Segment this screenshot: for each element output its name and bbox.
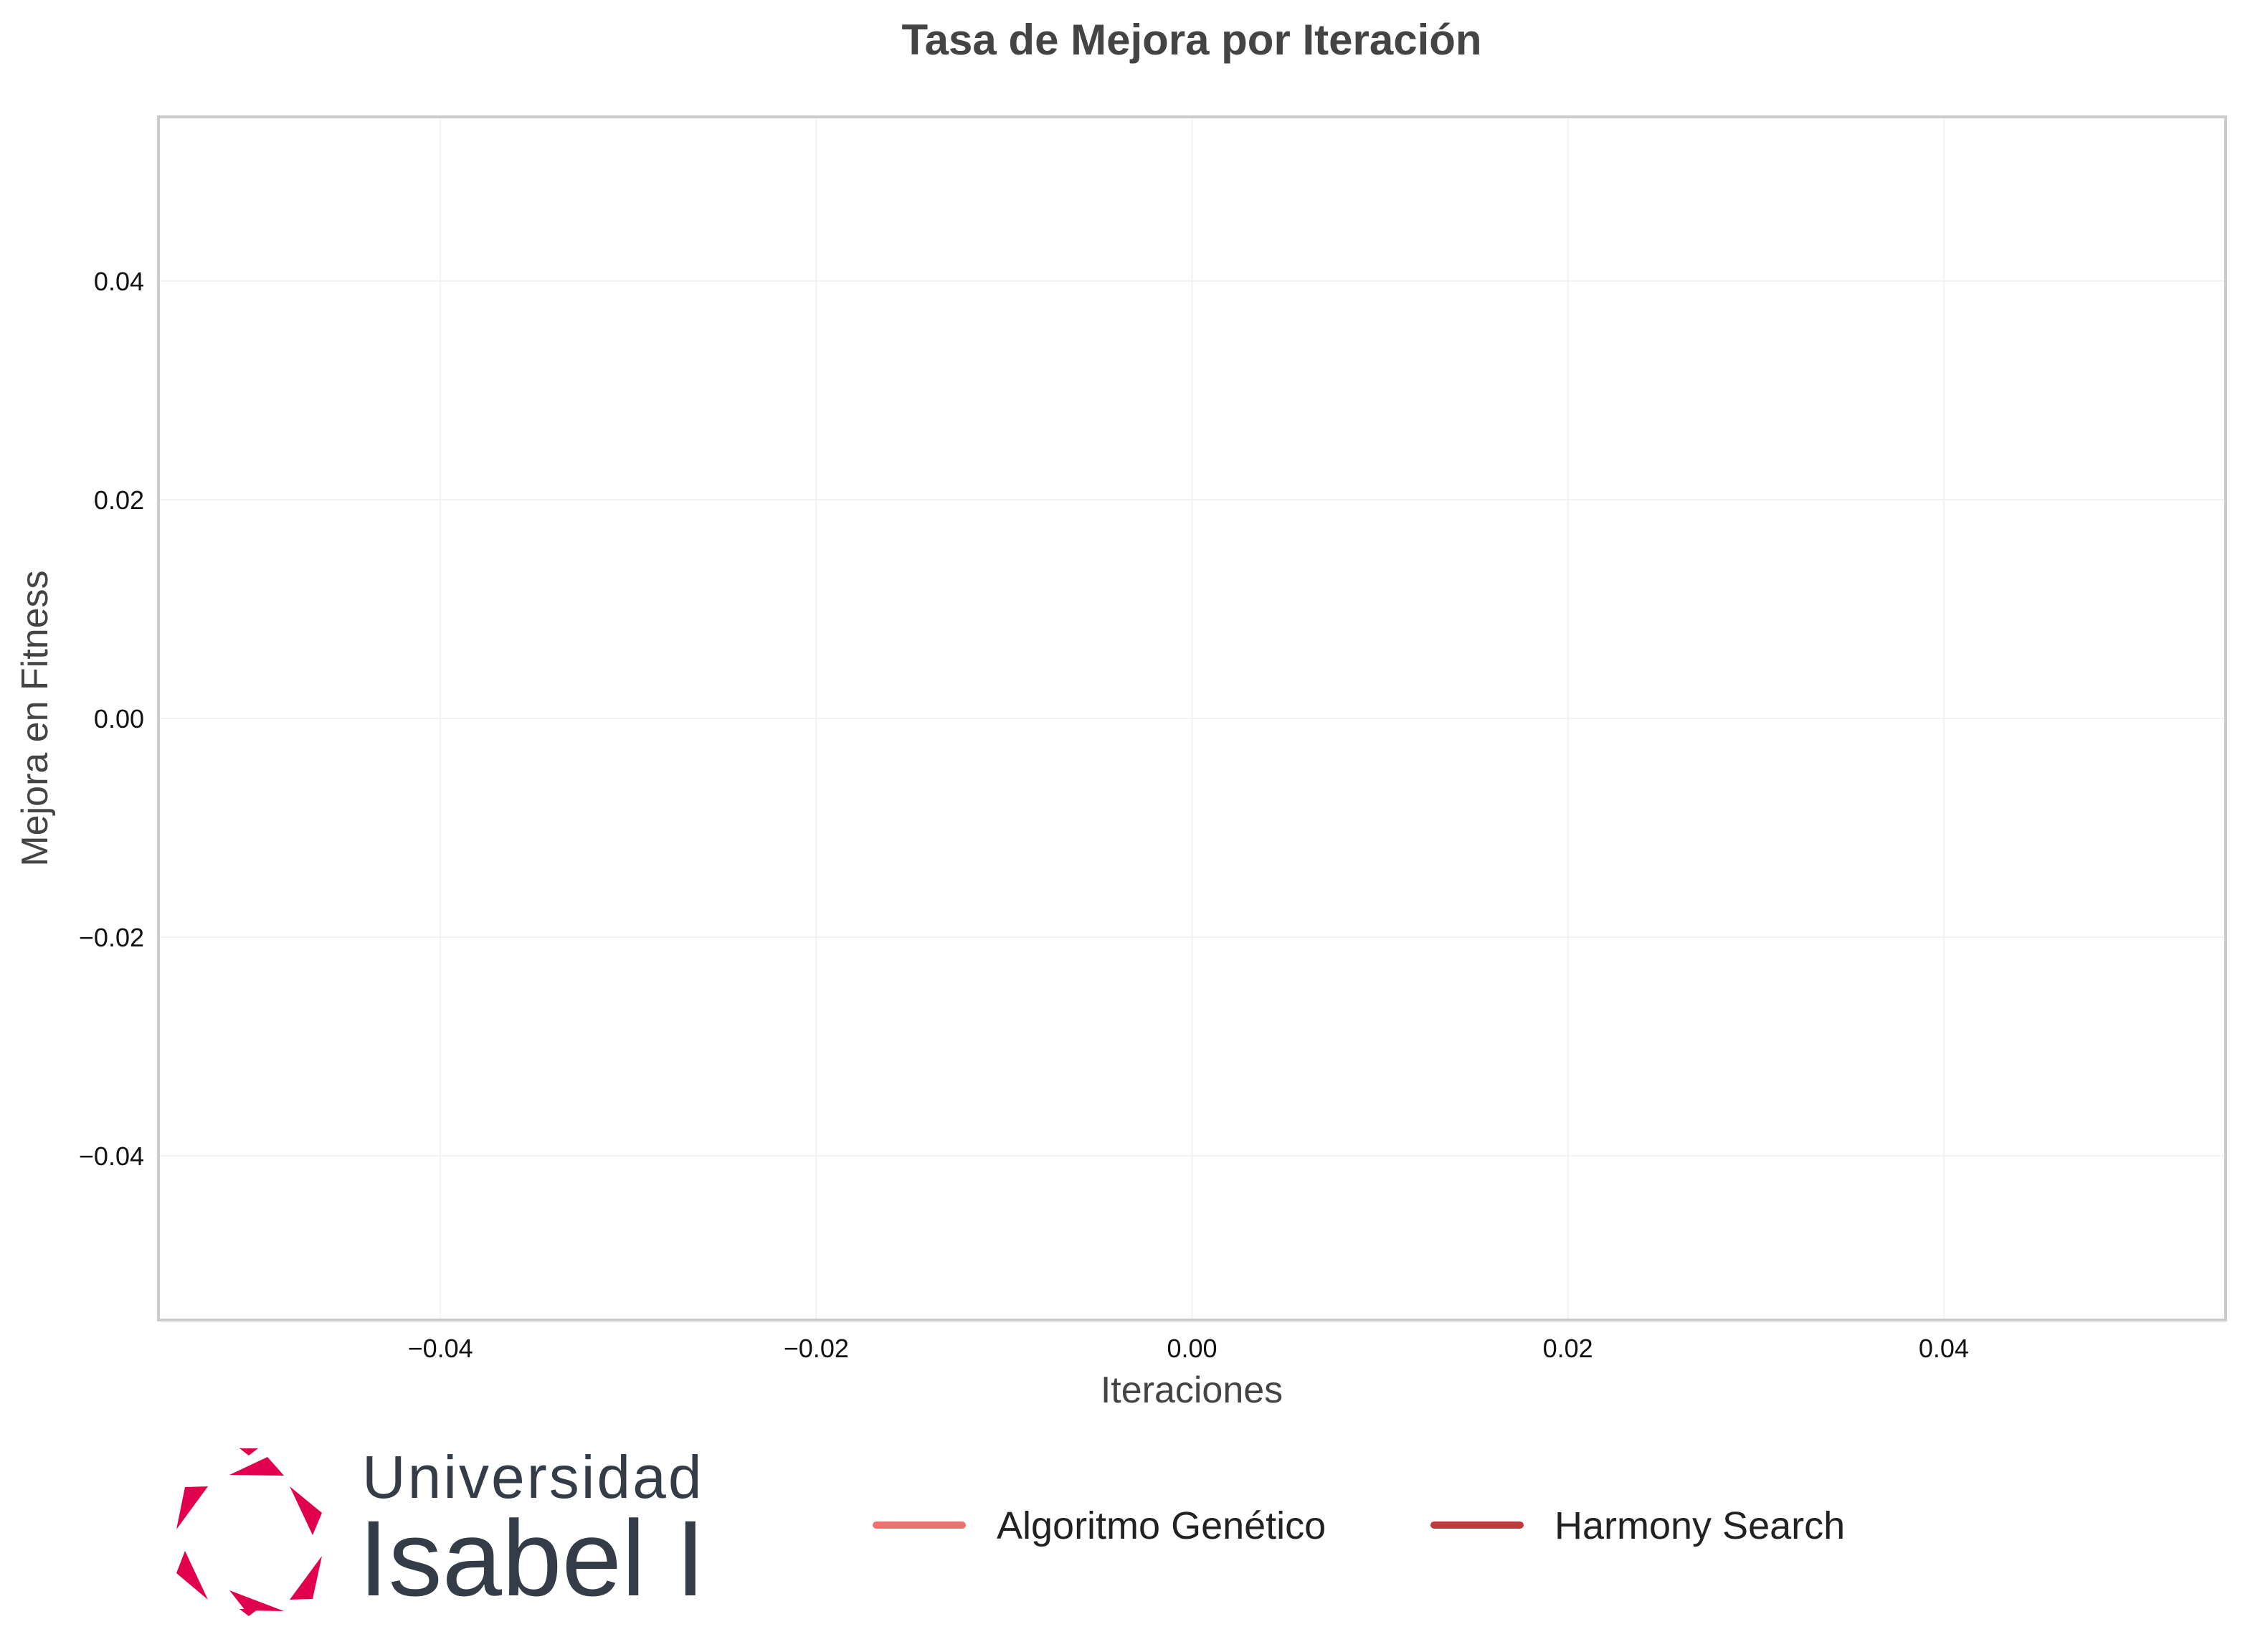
logo-star-segment (239, 1609, 258, 1616)
legend-label: Algoritmo Genético (997, 1504, 1326, 1547)
x-axis-label: Iteraciones (1101, 1369, 1283, 1411)
x-tick-label: 0.02 (1543, 1334, 1593, 1363)
y-axis-label: Mejora en Fitness (14, 570, 56, 866)
y-tick-label: −0.02 (79, 923, 144, 952)
x-tick-label: 0.04 (1919, 1334, 1969, 1363)
x-tick-label: −0.02 (784, 1334, 849, 1363)
logo-line2: Isabel I (359, 1498, 706, 1618)
y-tick-labels: 0.04 0.02 0.00 −0.02 −0.04 (79, 267, 144, 1171)
logo-star-segment (290, 1486, 322, 1535)
grid (158, 117, 2226, 1320)
logo-line1: Universidad (362, 1443, 704, 1511)
logo-star-segment (239, 1448, 258, 1456)
x-tick-labels: −0.04 −0.02 0.00 0.02 0.04 (408, 1334, 1969, 1363)
logo-star-segment (229, 1457, 284, 1476)
logo-star-segment (290, 1556, 322, 1600)
x-tick-label: −0.04 (408, 1334, 473, 1363)
university-logo: Universidad Isabel I (176, 1443, 706, 1618)
x-tick-label: 0.00 (1167, 1334, 1217, 1363)
legend-label: Harmony Search (1555, 1504, 1845, 1547)
y-tick-label: 0.04 (94, 267, 144, 296)
y-tick-label: −0.04 (79, 1141, 144, 1171)
y-tick-label: 0.00 (94, 704, 144, 734)
plot-area (157, 115, 2227, 1321)
logo-star-segment (176, 1486, 208, 1529)
logo-star-segment (176, 1551, 208, 1600)
chart-title: Tasa de Mejora por Iteración (901, 16, 1481, 64)
y-tick-label: 0.02 (94, 485, 144, 515)
legend: Algoritmo Genético Harmony Search (873, 1504, 1845, 1547)
logo-star-segment (229, 1590, 284, 1611)
plot-frame (157, 115, 2227, 1321)
hexagonal-star-logo-icon (176, 1448, 322, 1616)
